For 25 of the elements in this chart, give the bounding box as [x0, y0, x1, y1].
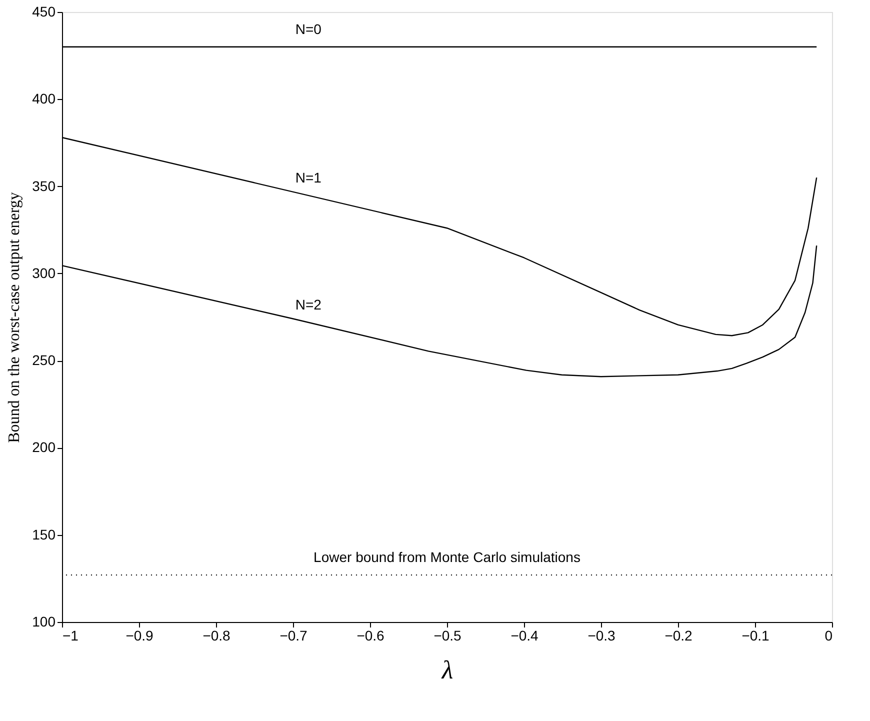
- x-tick-label: −0.3: [588, 628, 616, 644]
- x-tick-label: −1: [62, 628, 79, 644]
- x-axis-title: λ: [440, 656, 454, 684]
- x-tick-label: −0.9: [126, 628, 154, 644]
- x-tick-label: 0: [824, 628, 833, 644]
- series-label: N=2: [295, 296, 322, 312]
- x-tick-label: −0.7: [280, 628, 308, 644]
- y-axis-title: Bound on the worst-case output energy: [6, 192, 24, 443]
- y-tick-label: 400: [32, 90, 56, 107]
- y-tick-label: 150: [32, 526, 56, 542]
- x-tick-label: −0.8: [202, 628, 231, 644]
- x-tick-label: −0.5: [434, 628, 462, 644]
- x-tick-label: −0.4: [510, 628, 539, 644]
- series-label: N=0: [295, 20, 322, 37]
- x-tick-label: −0.1: [742, 628, 770, 644]
- y-tick-label: 450: [32, 4, 56, 20]
- series-label: N=1: [295, 169, 322, 186]
- y-tick-label: 350: [32, 178, 56, 194]
- y-tick-label: 250: [32, 352, 56, 368]
- y-tick-label: 100: [32, 614, 56, 630]
- ref-line-label: Lower bound from Monte Carlo simulations: [314, 548, 580, 565]
- x-tick-label: −0.2: [664, 628, 693, 644]
- x-tick-label: −0.6: [356, 628, 385, 644]
- y-tick-label: 300: [32, 264, 56, 281]
- y-tick-label: 200: [32, 439, 56, 456]
